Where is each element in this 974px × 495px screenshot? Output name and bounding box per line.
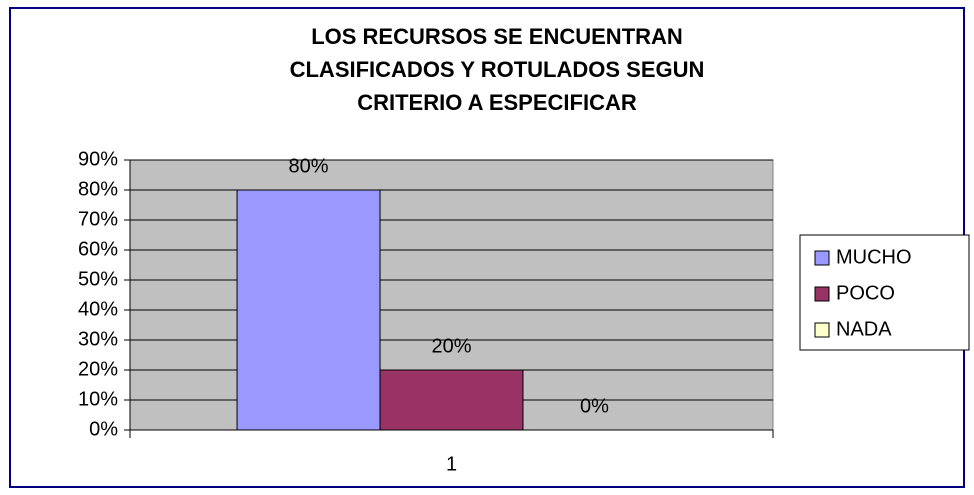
value-label: 0% <box>580 395 609 417</box>
legend-label: MUCHO <box>836 246 912 268</box>
bar <box>236 189 381 431</box>
value-label: 20% <box>431 335 471 357</box>
chart-title: CRITERIO A ESPECIFICAR <box>357 90 637 115</box>
y-tick-label: 40% <box>78 298 118 320</box>
legend-swatch <box>814 322 830 338</box>
y-tick-label: 0% <box>89 418 118 440</box>
bar <box>379 369 524 431</box>
legend-swatch <box>814 286 830 302</box>
y-tick-label: 10% <box>78 388 118 410</box>
legend-label: NADA <box>836 318 892 340</box>
legend-label: POCO <box>836 282 895 304</box>
chart-title: CLASIFICADOS Y ROTULADOS SEGUN <box>290 57 705 82</box>
legend-swatch <box>814 250 830 266</box>
y-tick-label: 60% <box>78 238 118 260</box>
chart-title: LOS RECURSOS SE ENCUENTRAN <box>311 24 683 49</box>
y-tick-label: 70% <box>78 208 118 230</box>
y-tick-label: 90% <box>78 148 118 170</box>
y-tick-label: 20% <box>78 358 118 380</box>
value-label: 80% <box>289 155 329 177</box>
y-tick-label: 80% <box>78 178 118 200</box>
x-tick-label: 1 <box>446 453 457 475</box>
y-tick-label: 50% <box>78 268 118 290</box>
y-tick-label: 30% <box>78 328 118 350</box>
